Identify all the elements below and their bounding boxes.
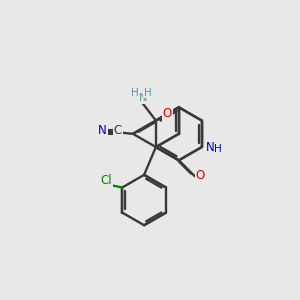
Text: Cl: Cl xyxy=(100,174,112,187)
Text: N: N xyxy=(206,141,215,154)
Text: H: H xyxy=(144,88,152,98)
Text: C: C xyxy=(113,124,122,137)
Text: O: O xyxy=(163,107,172,120)
Text: O: O xyxy=(196,169,205,182)
Text: N: N xyxy=(98,124,107,137)
Text: H: H xyxy=(214,144,222,154)
Text: N: N xyxy=(139,93,147,103)
Text: H: H xyxy=(131,88,139,98)
